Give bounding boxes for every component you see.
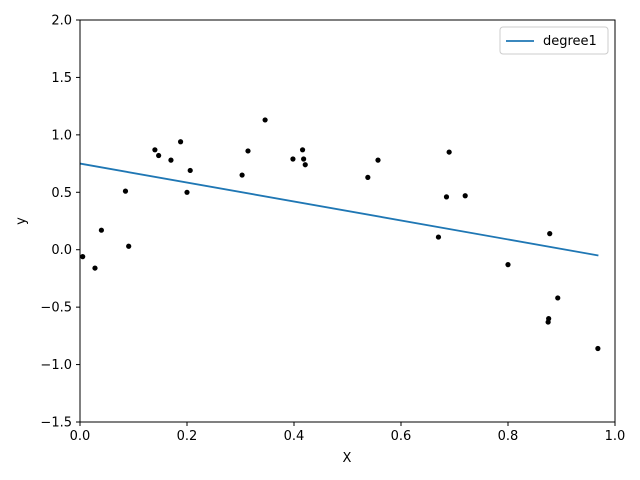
data-point-13 — [262, 117, 268, 123]
plot-frame — [79, 19, 616, 423]
data-point-2 — [98, 227, 104, 233]
y-tick-label: −1.0 — [40, 358, 72, 373]
legend-label: degree1 — [543, 34, 597, 49]
data-point-8 — [177, 139, 184, 145]
y-tick-label: 2.0 — [51, 14, 72, 29]
data-point-0 — [80, 254, 86, 260]
data-point-20 — [435, 234, 442, 240]
y-axis-title: y — [14, 217, 29, 225]
data-point-3 — [122, 188, 129, 194]
data-point-6 — [156, 152, 162, 159]
data-point-10 — [187, 167, 193, 174]
x-axis-title: X — [343, 451, 352, 466]
y-tick-label: 1.5 — [51, 71, 72, 86]
y-tick-label: 0.5 — [51, 186, 72, 201]
data-point-23 — [462, 193, 468, 199]
data-point-21 — [443, 194, 450, 200]
y-tick-label: −1.5 — [40, 416, 72, 431]
y-tick-label: 1.0 — [51, 128, 72, 143]
data-point-12 — [245, 148, 251, 154]
data-point-18 — [365, 174, 371, 180]
data-point-9 — [184, 189, 190, 195]
y-tick-label: −0.5 — [40, 301, 72, 316]
ticks-layer: 0.0 0.2 0.4 0.6 0.8 1.0 −1.5 −1.0 −0.5 0.0 0.5 1.0 1… — [40, 14, 625, 445]
data-point-5 — [152, 147, 158, 153]
data-layer — [79, 117, 601, 352]
data-point-26 — [546, 316, 552, 322]
x-tick-label: 0.8 — [498, 429, 519, 444]
data-point-24 — [505, 262, 511, 268]
data-point-16 — [301, 156, 307, 162]
data-point-7 — [168, 157, 174, 163]
x-tick-label: 0.4 — [284, 429, 305, 444]
data-point-17 — [302, 162, 308, 168]
legend-box — [499, 26, 609, 55]
data-point-11 — [239, 172, 245, 178]
data-point-15 — [299, 147, 306, 153]
x-tick-label: 1.0 — [605, 429, 626, 444]
data-point-19 — [375, 157, 381, 163]
data-point-29 — [595, 345, 601, 352]
legend: degree1 — [499, 26, 609, 55]
data-point-22 — [446, 149, 452, 155]
x-tick-label: 0.0 — [70, 429, 91, 444]
data-point-27 — [547, 231, 553, 237]
x-tick-label: 0.2 — [177, 429, 198, 444]
y-tick-label: 0.0 — [51, 243, 72, 258]
data-point-1 — [92, 265, 98, 271]
data-point-28 — [555, 295, 561, 301]
data-point-14 — [290, 156, 296, 162]
x-tick-label: 0.6 — [391, 429, 412, 444]
data-point-4 — [126, 243, 132, 249]
series-line-degree1 — [79, 162, 599, 257]
